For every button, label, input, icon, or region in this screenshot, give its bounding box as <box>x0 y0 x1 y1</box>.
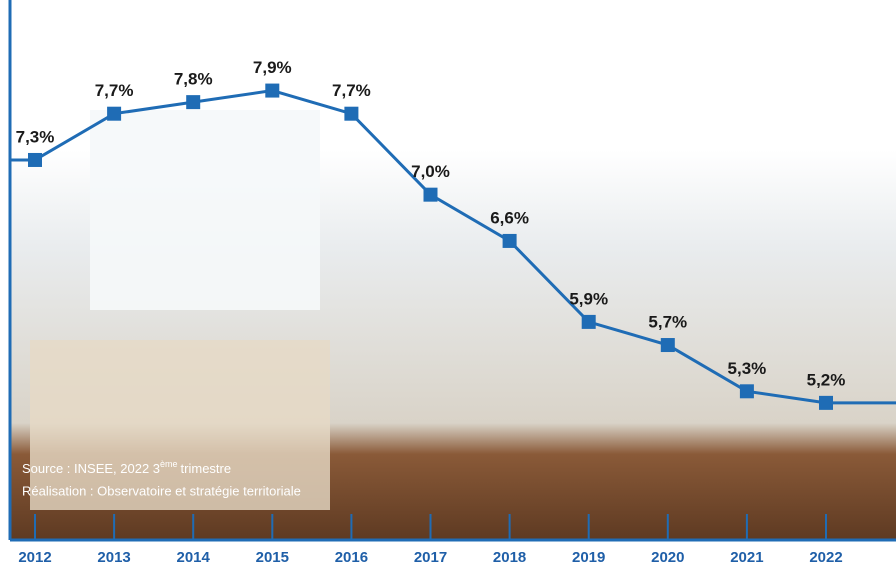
data-label: 7,7% <box>95 81 134 100</box>
marker <box>344 106 359 121</box>
source-superscript: ème <box>160 459 178 469</box>
marker <box>739 384 754 399</box>
source: Source : INSEE, 2022 3ème trimestre <box>22 459 231 476</box>
data-label: 7,0% <box>411 162 450 181</box>
x-tick-label: 2014 <box>177 549 211 566</box>
x-tick-label: 2017 <box>414 549 447 566</box>
marker <box>423 187 438 202</box>
source-suffix: trimestre <box>181 461 232 476</box>
x-tick-label: 2016 <box>335 549 368 566</box>
marker <box>581 314 596 329</box>
data-label: 7,8% <box>174 70 213 89</box>
data-label: 7,9% <box>253 58 292 77</box>
marker <box>819 395 833 410</box>
data-label: 5,3% <box>728 359 767 378</box>
data-label: 6,6% <box>490 208 529 227</box>
data-label: 5,9% <box>569 289 608 308</box>
marker <box>186 95 201 110</box>
desk <box>30 340 330 510</box>
marker <box>660 338 675 353</box>
x-tick-label: 2020 <box>651 549 684 566</box>
marker <box>502 233 517 248</box>
x-tick-label: 2013 <box>97 549 130 566</box>
window <box>90 110 320 310</box>
x-tick-label: 2021 <box>730 549 763 566</box>
marker <box>265 83 280 98</box>
x-tick-label: 2015 <box>256 549 289 566</box>
data-label: 5,2% <box>807 370 846 389</box>
data-label: 5,7% <box>648 313 687 332</box>
x-tick-label: 2012 <box>18 549 51 566</box>
data-label: 7,3% <box>16 127 55 146</box>
x-tick-label: 2019 <box>572 549 605 566</box>
x-tick-label: 2022 <box>809 549 842 566</box>
marker <box>107 106 122 121</box>
data-label: 7,7% <box>332 81 371 100</box>
credit: Réalisation : Observatoire et stratégie … <box>22 483 301 498</box>
source-prefix: Source : INSEE, 2022 3 <box>22 461 160 476</box>
x-tick-label: 2018 <box>493 549 526 566</box>
marker <box>28 152 42 167</box>
